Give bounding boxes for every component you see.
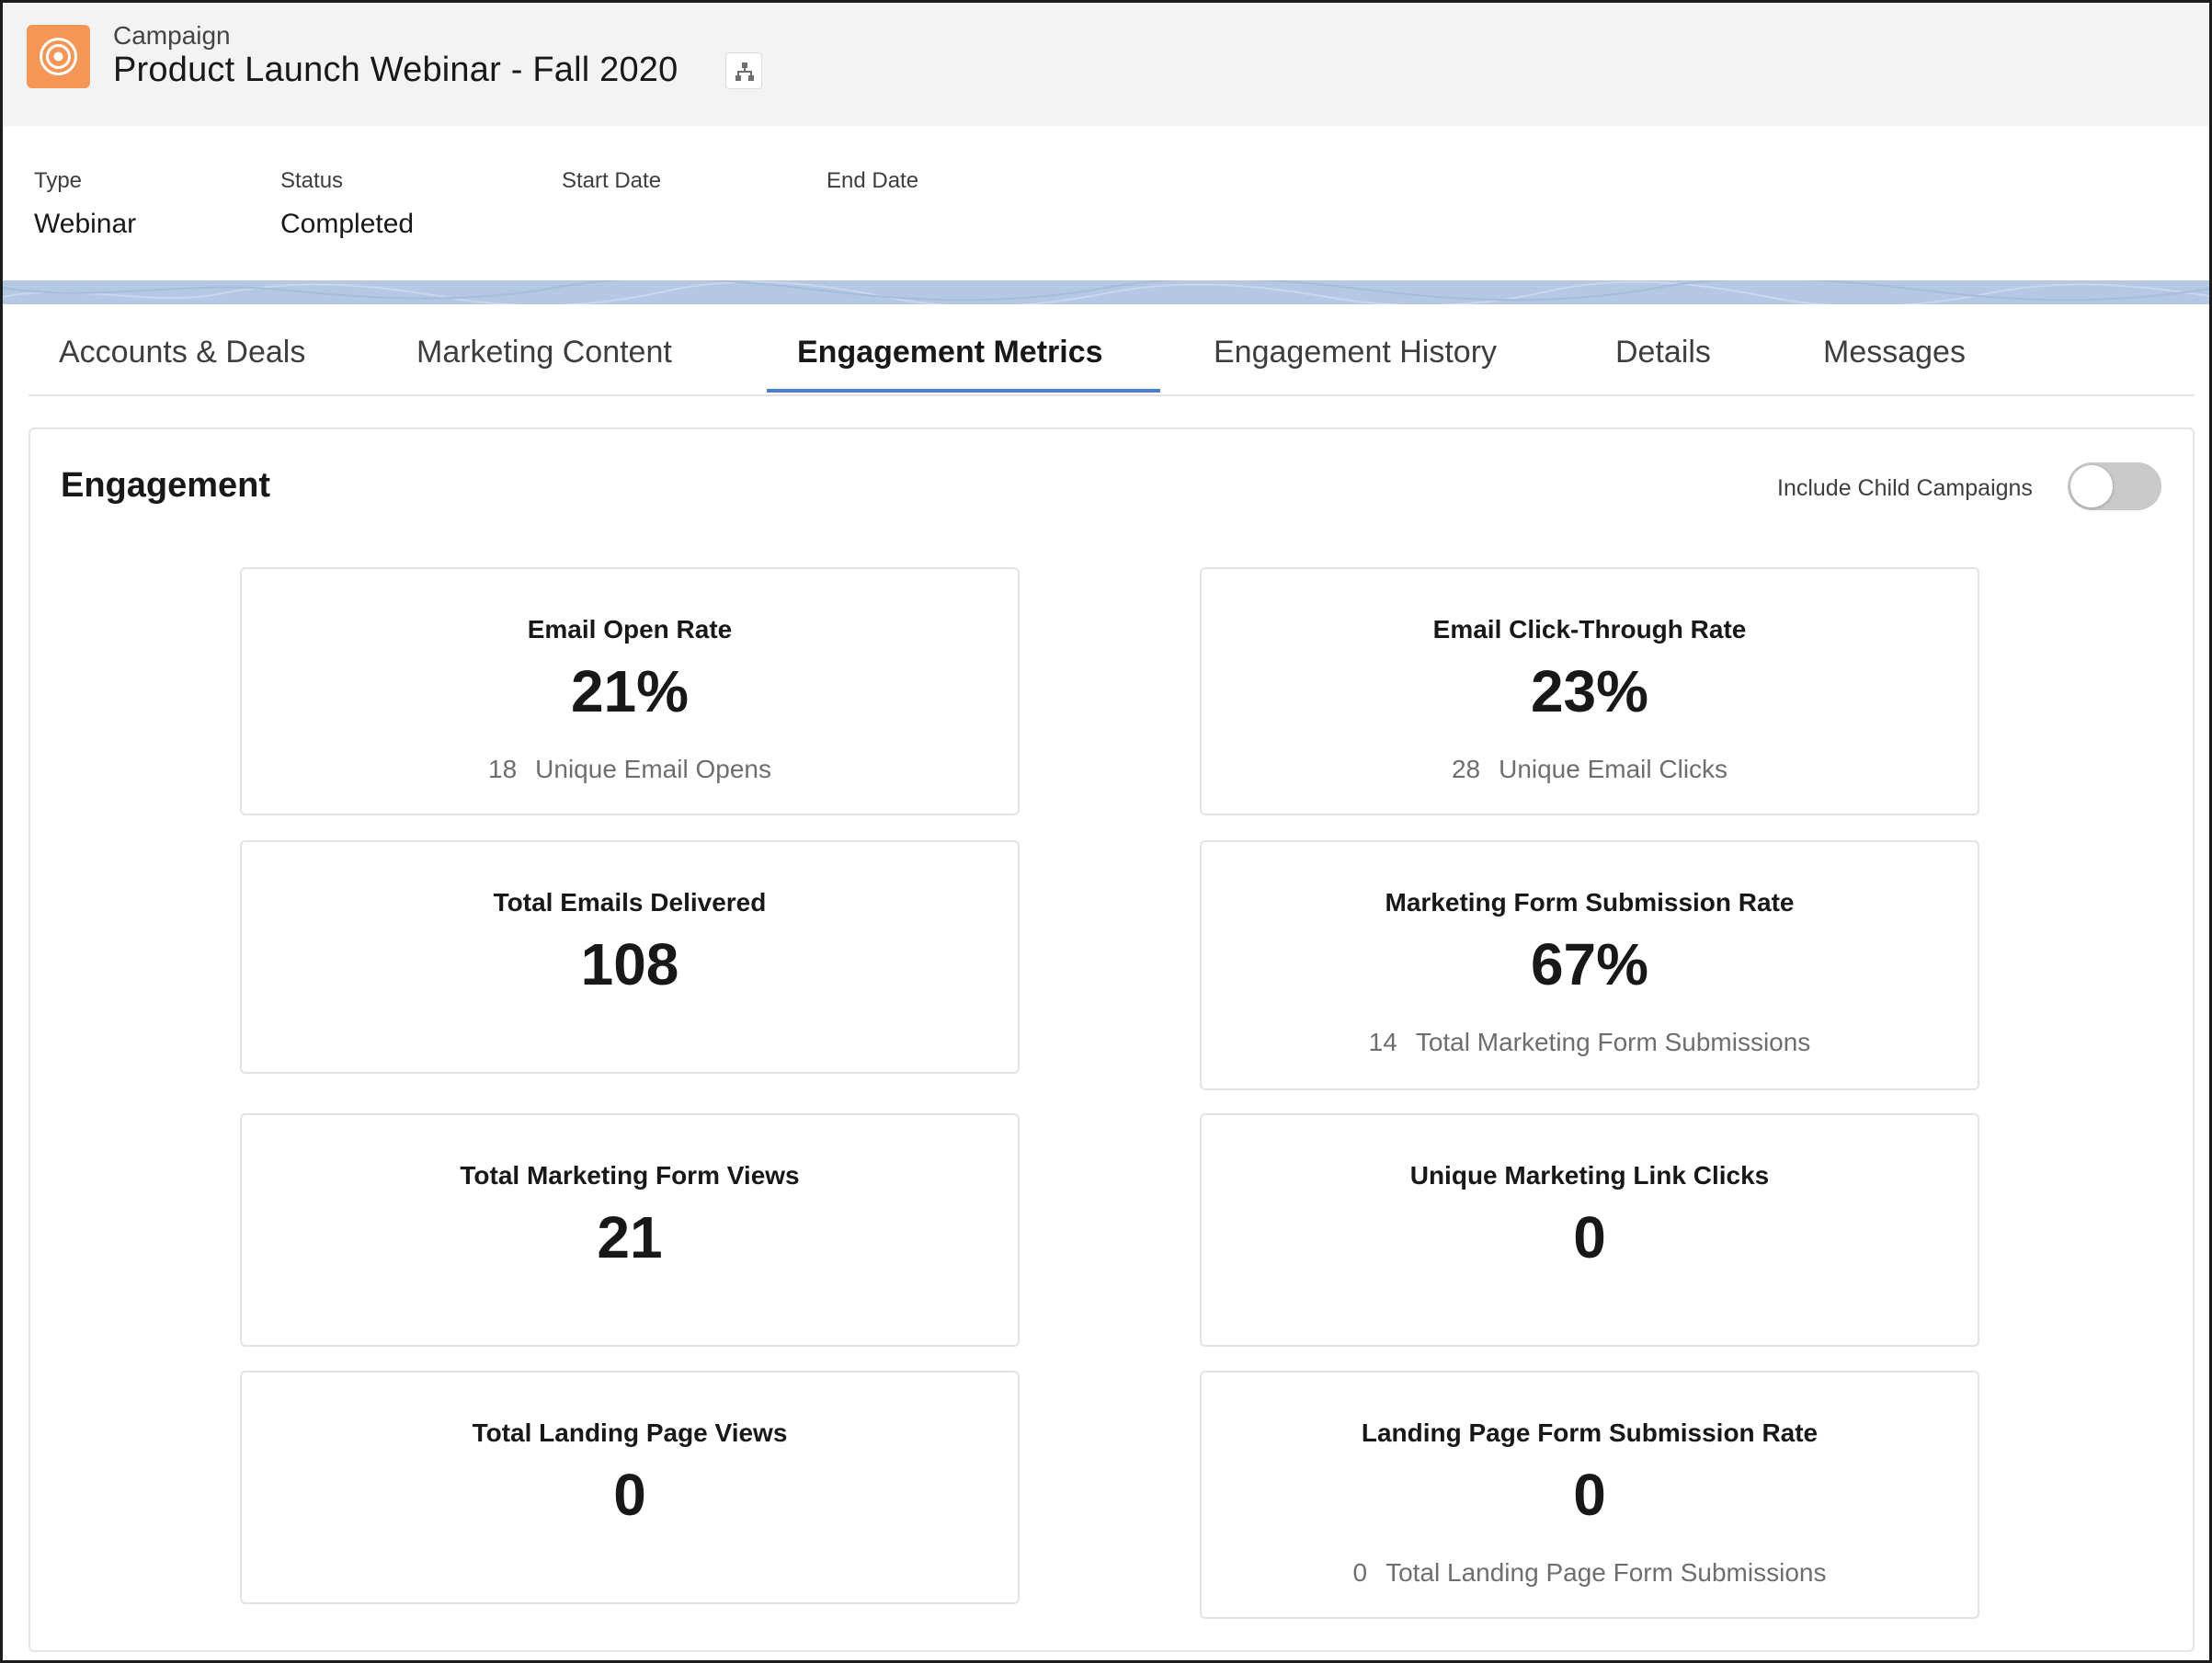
metric-label: Total Emails Delivered <box>493 888 767 917</box>
metric-label: Marketing Form Submission Rate <box>1385 888 1795 917</box>
highlights-panel: Type Webinar Status Completed Start Date… <box>3 126 2209 280</box>
metric-label: Total Marketing Form Views <box>460 1161 800 1190</box>
engagement-panel: Engagement Include Child Campaigns Email… <box>29 427 2195 1652</box>
metric-subtext: 14 Total Marketing Form Submissions <box>1202 1028 1978 1057</box>
field-value: Webinar <box>34 209 137 239</box>
field-label: Type <box>34 168 83 193</box>
metric-value: 67% <box>1530 931 1649 997</box>
include-child-campaigns-toggle[interactable] <box>2068 462 2161 510</box>
field-end-date: End Date <box>827 168 918 209</box>
field-label: Status <box>280 168 344 193</box>
field-label: Start Date <box>562 168 662 193</box>
metric-label: Landing Page Form Submission Rate <box>1361 1418 1819 1447</box>
metric-card-total-emails-delivered: Total Emails Delivered 108 <box>240 840 1020 1074</box>
metric-sub-label: Unique Email Opens <box>535 755 771 783</box>
hierarchy-icon <box>735 63 754 81</box>
metric-card-total-marketing-form-views: Total Marketing Form Views 21 <box>240 1113 1020 1347</box>
metric-value: 23% <box>1530 658 1649 724</box>
metric-sub-label: Unique Email Clicks <box>1499 755 1728 783</box>
tab-messages[interactable]: Messages <box>1823 335 1966 370</box>
tab-engagement-metrics[interactable]: Engagement Metrics <box>797 335 1103 370</box>
tab-marketing-content[interactable]: Marketing Content <box>416 335 672 370</box>
toggle-knob <box>2070 465 2113 507</box>
metric-sub-label: Total Marketing Form Submissions <box>1415 1028 1811 1056</box>
view-hierarchy-button[interactable] <box>725 52 762 89</box>
page-title: Product Launch Webinar - Fall 2020 <box>113 51 678 89</box>
metric-card-email-click-through-rate: Email Click-Through Rate 23% 28 Unique Em… <box>1200 567 1979 815</box>
campaign-target-icon <box>27 25 90 88</box>
record-tabs: Accounts & Deals Marketing Content Engag… <box>29 304 2195 396</box>
metric-card-total-landing-page-views: Total Landing Page Views 0 <box>240 1371 1020 1604</box>
field-start-date: Start Date <box>562 168 661 209</box>
section-title: Engagement <box>61 466 271 505</box>
metric-card-email-open-rate: Email Open Rate 21% 18 Unique Email Opens <box>240 567 1020 815</box>
active-tab-indicator <box>767 389 1160 393</box>
tab-accounts-deals[interactable]: Accounts & Deals <box>59 335 306 370</box>
record-type-label: Campaign <box>113 21 231 50</box>
metric-value: 21% <box>570 658 690 724</box>
metric-card-marketing-form-submission-rate: Marketing Form Submission Rate 67% 14 Tot… <box>1200 840 1979 1090</box>
metric-sub-count: 0 <box>1352 1558 1368 1587</box>
metric-subtext: 0 Total Landing Page Form Submissions <box>1202 1558 1978 1588</box>
tab-details[interactable]: Details <box>1615 335 1711 370</box>
record-header: Campaign Product Launch Webinar - Fall 2… <box>3 3 2209 126</box>
metric-sub-count: 18 <box>488 755 518 783</box>
metric-card-unique-marketing-link-clicks: Unique Marketing Link Clicks 0 <box>1200 1113 1979 1347</box>
metric-sub-label: Total Landing Page Form Submissions <box>1385 1558 1827 1587</box>
field-label: End Date <box>827 168 919 193</box>
metric-subtext: 28 Unique Email Clicks <box>1202 755 1978 784</box>
field-status: Status Completed <box>280 168 414 240</box>
decorative-band <box>3 280 2209 304</box>
metric-label: Email Click-Through Rate <box>1432 615 1747 644</box>
metric-value: 0 <box>1573 1204 1606 1270</box>
toggle-label: Include Child Campaigns <box>1777 475 2033 501</box>
field-type: Type Webinar <box>34 168 136 240</box>
metric-value: 0 <box>613 1462 646 1528</box>
metric-value: 21 <box>597 1204 663 1270</box>
metric-subtext: 18 Unique Email Opens <box>242 755 1018 784</box>
tab-engagement-history[interactable]: Engagement History <box>1214 335 1498 370</box>
metric-value: 0 <box>1573 1462 1606 1528</box>
metric-card-landing-page-form-submission-rate: Landing Page Form Submission Rate 0 0 Tot… <box>1200 1371 1979 1619</box>
metric-label: Unique Marketing Link Clicks <box>1409 1161 1770 1190</box>
metric-value: 108 <box>580 931 679 997</box>
metric-sub-count: 28 <box>1451 755 1481 783</box>
metric-label: Total Landing Page Views <box>472 1418 788 1447</box>
field-value: Completed <box>280 209 415 239</box>
metric-sub-count: 14 <box>1368 1028 1397 1056</box>
metric-label: Email Open Rate <box>527 615 733 644</box>
